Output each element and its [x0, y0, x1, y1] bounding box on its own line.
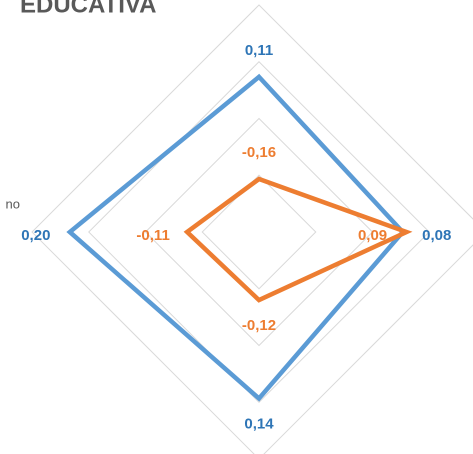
data-label: 0,09 — [358, 227, 387, 244]
data-label: 0,11 — [245, 42, 273, 59]
series-line — [183, 176, 413, 303]
data-label: 0,14 — [244, 415, 274, 432]
grid-ring — [201, 174, 317, 290]
data-label: 0,08 — [422, 227, 451, 244]
data-label: -0,11 — [136, 227, 169, 244]
grid-ring — [31, 4, 473, 454]
grid-ring — [144, 117, 374, 347]
data-label: 0,20 — [21, 227, 50, 244]
series-line — [66, 73, 406, 402]
data-label: -0,12 — [242, 317, 276, 334]
grid-ring — [88, 61, 430, 403]
category-label: no — [6, 196, 20, 211]
data-label: -0,16 — [242, 144, 276, 161]
chart-title: EDUCATIVA — [20, 0, 156, 18]
